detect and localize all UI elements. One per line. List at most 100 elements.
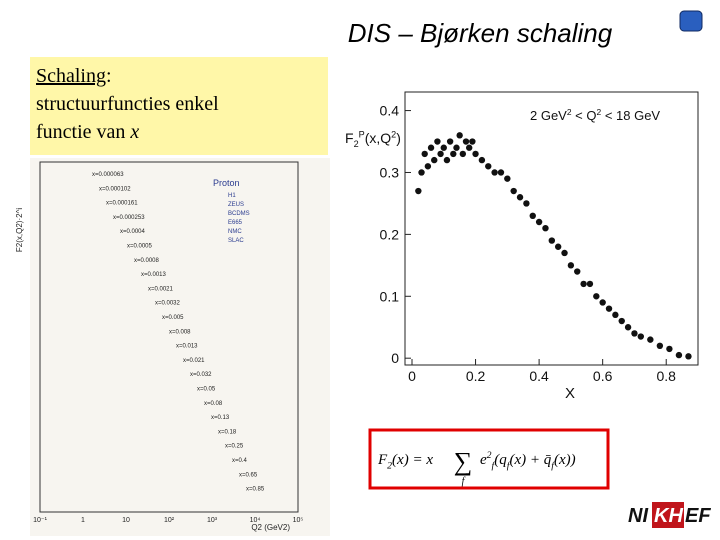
- data-point: [535, 218, 543, 226]
- bin-label: x=0.0013: [141, 272, 167, 278]
- text-part: F: [345, 130, 354, 146]
- supscript: 2: [597, 107, 602, 117]
- data-point: [491, 169, 498, 176]
- bin-label: x=0.032: [190, 372, 212, 378]
- text-part: 2 GeV: [530, 108, 567, 123]
- x-tick-label: 10: [122, 517, 130, 524]
- data-point: [462, 138, 470, 145]
- subscript: 2: [354, 139, 359, 149]
- data-point: [567, 262, 575, 269]
- rich-text: F2P(x,Q2): [345, 129, 401, 149]
- rich-text: 2 GeV2 < Q2 < 18 GeV: [530, 107, 660, 123]
- legend-entry: NMC: [228, 229, 242, 235]
- y-tick-label: 0: [391, 350, 399, 366]
- data-point: [631, 330, 638, 337]
- legend-entry: ZEUS: [228, 202, 244, 208]
- bin-label: x=0.000161: [106, 201, 138, 207]
- x-axis-label: Q2 (GeV2): [251, 523, 290, 532]
- callout-text: Schaling: structuurfuncties enkel functi…: [36, 65, 219, 143]
- data-point: [465, 144, 473, 151]
- text-part: (x,Q: [365, 130, 392, 146]
- bin-label: x=0.08: [204, 401, 223, 407]
- data-point: [427, 144, 435, 151]
- bin-label: x=0.4: [232, 458, 248, 464]
- data-point: [485, 163, 492, 170]
- data-point: [523, 200, 530, 207]
- x-tick-label: 10²: [164, 517, 175, 524]
- logo-left: NI: [628, 505, 648, 527]
- text-part: q̄: [544, 452, 552, 468]
- supscript: 2: [567, 107, 572, 117]
- bin-label: x=0.65: [239, 472, 258, 478]
- data-point: [605, 305, 613, 312]
- data-point: [612, 311, 619, 319]
- subscript: f: [507, 461, 511, 472]
- bin-label: x=0.0032: [155, 301, 181, 307]
- data-point: [459, 150, 467, 158]
- bin-label: x=0.25: [225, 444, 244, 450]
- subscript: f: [492, 461, 496, 472]
- subscript: 2: [387, 461, 392, 472]
- text-part: (x) +: [509, 452, 543, 468]
- logo-badge: [652, 502, 684, 528]
- text-part: < 18 GeV: [601, 108, 660, 123]
- supscript: 2: [391, 129, 396, 139]
- y-tick-label: 0.2: [380, 226, 400, 242]
- x-tick-label: 1: [81, 517, 85, 524]
- data-point: [472, 150, 479, 158]
- x-tick-label: 10⁴: [250, 517, 261, 524]
- text-part: F: [377, 452, 388, 468]
- nav-icon[interactable]: [679, 10, 703, 32]
- data-point: [666, 345, 673, 353]
- sum-index: f: [462, 476, 466, 487]
- bin-label: x=0.000063: [92, 172, 124, 178]
- bin-label: x=0.000253: [113, 215, 145, 221]
- bin-label: x=0.85: [246, 487, 265, 493]
- data-point: [443, 156, 451, 164]
- left-plot: F2(x,Q2)·2^i Q2 (GeV2) Proton H1 ZEUS BCDM…: [15, 158, 330, 536]
- data-point: [685, 353, 692, 360]
- text-part: ): [396, 130, 401, 146]
- callout-line: structuurfuncties enkel: [36, 93, 219, 115]
- data-point: [624, 324, 632, 331]
- data-point: [424, 163, 432, 170]
- text-part: e: [480, 452, 487, 468]
- data-point: [437, 150, 444, 158]
- formula-box: [368, 428, 610, 490]
- data-point: [450, 150, 457, 158]
- data-point: [418, 169, 425, 176]
- data-point: [504, 175, 511, 182]
- callout-variable: x: [129, 121, 139, 143]
- callout-text: functie van: [36, 121, 130, 143]
- legend-entry: SLAC: [228, 238, 244, 244]
- data-point: [516, 194, 524, 201]
- text-part: (q: [494, 452, 507, 468]
- data-point: [618, 317, 625, 325]
- data-point: [580, 280, 587, 288]
- x-tick-label: 0.2: [466, 368, 486, 384]
- x-tick-label: 0.4: [529, 368, 549, 384]
- rich-text: e2f(qf(x) + q̄f(x)): [480, 450, 576, 472]
- data-point: [478, 156, 486, 164]
- callout-word: Schaling: [36, 65, 106, 87]
- data-point: [440, 144, 447, 151]
- data-point: [554, 243, 562, 250]
- text-part: < Q: [572, 108, 597, 123]
- bin-label: x=0.000102: [99, 186, 131, 192]
- data-point: [497, 169, 505, 176]
- supscript: P: [359, 129, 365, 139]
- bin-label: x=0.0005: [127, 244, 153, 250]
- data-point: [446, 138, 454, 145]
- data-point: [469, 138, 476, 145]
- data-point: [434, 138, 441, 145]
- x-tick-label: 10⁻¹: [33, 517, 47, 524]
- callout-colon: :: [106, 65, 112, 87]
- text-part: (x)): [554, 452, 576, 468]
- data-point: [542, 224, 549, 232]
- rich-text: F2(x) = x: [377, 452, 433, 472]
- data-point: [586, 280, 594, 288]
- data-point: [637, 333, 644, 340]
